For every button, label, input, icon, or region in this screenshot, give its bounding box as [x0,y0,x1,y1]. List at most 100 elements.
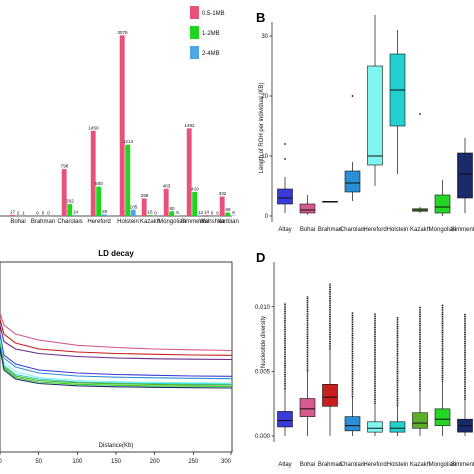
bar-mongolian-1 [163,188,169,216]
box-kazakh [412,412,428,429]
category-label-altay: Altay [278,227,291,233]
roh-length-y-axis-label: Length of ROH per individual (KB) [259,83,265,174]
category-label: Yanbian [217,219,239,225]
ld-decay-lines [0,312,233,389]
category-label-charolais: Charolais [340,462,365,468]
roh-length-boxes: 0 10 20 30 Altay Bohai BrahmanCharolaisHerefor… [261,15,474,233]
category-label: Hereford [87,219,110,225]
bar-value-label: 59 [225,207,231,212]
bar-holstein-2 [125,144,131,216]
ld-decay-plot-frame [0,261,233,453]
category-label: Brahman [31,219,55,225]
bar-value-label: 0 [47,211,50,216]
x-tick-label: 250 [188,459,199,465]
bar-value-label: 105 [130,204,138,209]
bar-hereford-3 [101,214,107,216]
bar-value-label: 1 [22,210,25,215]
x-tick-label: 300 [221,459,232,465]
box-hereford [367,65,383,166]
category-label-bohai: Bohai [300,462,315,468]
y-tick-label: 0.000 [255,434,271,440]
nucleotide-diversity-boxplot: D Nucleotide diversity 0.000 0.005 0.010 Al… [255,250,474,468]
x-tick-label: 50 [35,459,42,465]
box-bohai [299,398,316,417]
bar-charolais-3 [72,215,78,216]
legend-swatch [190,6,199,19]
category-label-holstein: Holstein [387,227,409,233]
bar-chart-bars: 17 2 1 0 0 0798202141450500283076121310529816… [9,30,236,217]
diversity-y-axis-label: Nucleotide diversity [261,316,267,368]
y-tick-label: 10 [261,154,268,160]
box-mongolian [434,194,451,214]
ld-decay-x-axis-label: Distance(Kb) [99,443,134,449]
bar-value-label: 12 [198,210,204,215]
ld-series-line [0,324,233,361]
y-tick-label: 20 [261,94,268,100]
category-label-mongolian: Mongolian [429,462,457,468]
bar-value-label: 3076 [117,30,128,35]
category-label: Mongolian [158,219,186,225]
bar-yanbian-1 [219,196,225,216]
bar-simmental-3 [197,215,203,216]
bar-value-label: 0 [36,211,39,216]
y-tick-label: 0.005 [255,369,271,375]
bar-mongolian-2 [169,211,175,216]
category-label: Charolais [57,219,82,225]
bar-value-label: 463 [163,183,171,188]
category-label: Wenshan [199,219,224,225]
bar-value-label: 0 [154,211,157,216]
ld-series-line [0,342,233,385]
y-tick-label: 30 [261,34,268,40]
y-tick-label: 0.010 [255,305,271,311]
category-label: Kazakh [140,219,160,225]
bar-value-label: 2 [17,210,20,215]
box-bohai [299,203,316,214]
panel-label-d: D [256,250,265,265]
bar-chart-legend: 0.5-1MB 1-2MB 2-4MB [190,6,225,59]
legend-label: 2-4MB [202,51,220,57]
box-charolais [344,170,361,193]
ld-series-line [0,339,233,384]
bar-value-label: 410 [191,186,199,191]
legend-label: 0.5-1MB [202,11,225,17]
category-label-brahman: Brahman [318,227,342,233]
bar-value-label: 16 [147,210,153,215]
bar-value-label: 0 [211,211,214,216]
ld-series-line [0,318,233,356]
ld-series-line [0,345,233,388]
x-tick-label: 100 [72,459,83,465]
bar-simmental-2 [192,191,198,216]
bar-value-label: 0 [216,211,219,216]
outlier-altay [284,158,286,160]
bar-value-label: 798 [61,164,69,169]
bar-holstein-3 [130,209,136,216]
category-label: Simmental [181,219,209,225]
legend-swatch [190,26,199,39]
bar-bohai-1 [9,215,15,216]
category-label-simmental: Simmental [451,462,474,468]
bar-kazakh-1 [141,198,147,216]
ld-decay-x-ticks: 0 50 100 150 200 250 300 [0,452,232,465]
bar-value-label: 14 [73,210,79,215]
category-label-hereford: Hereford [363,227,386,233]
bar-value-label: 1450 [88,125,99,130]
box-altay [277,411,293,428]
panel-label-b: B [256,10,265,25]
category-label-simmental: Simmental [451,227,474,233]
box-altay [277,188,293,205]
x-tick-label: 150 [111,459,122,465]
bar-charolais-2 [67,204,73,216]
bar-value-label: 80 [169,206,175,211]
x-tick-label: 0 [0,459,2,465]
y-tick-label: 0 [265,214,269,220]
ld-decay-title: LD decay [98,249,134,258]
ld-series-line [0,344,233,386]
category-label-bohai: Bohai [300,227,315,233]
category-label-holstein: Holstein [387,462,409,468]
category-label-mongolian: Mongolian [429,227,457,233]
outlier-kazakh [419,113,421,115]
bar-kazakh-2 [147,215,153,216]
category-label-altay: Altay [278,462,291,468]
outlier-altay [284,143,286,145]
